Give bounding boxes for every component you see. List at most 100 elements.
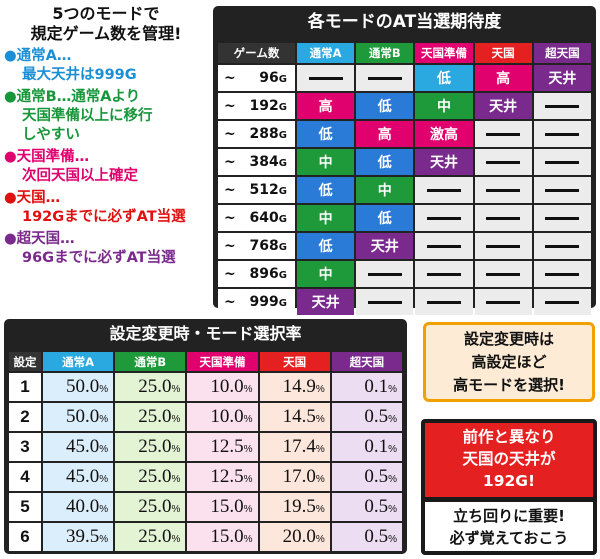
column-header: 天国準備	[415, 43, 473, 63]
game-count-cell: ~288G	[218, 121, 295, 147]
empty-cell	[415, 261, 473, 287]
game-prefix: ~	[224, 210, 236, 226]
settings-note-callout: 設定変更時は 高設定ほど 高モードを選択!	[423, 322, 595, 402]
percent-unit: %	[99, 474, 109, 485]
percent-unit: %	[99, 534, 109, 545]
empty-cell	[533, 289, 591, 315]
percent-unit: %	[388, 504, 397, 515]
empty-cell	[356, 289, 414, 315]
column-header: 天国準備	[187, 352, 258, 371]
percent-unit: %	[99, 414, 109, 425]
note-line: 96Gまでに必ずAT当選	[22, 250, 176, 266]
table-row: ~896G 中	[218, 261, 591, 287]
rate-value: 45.0	[66, 466, 100, 487]
empty-cell	[356, 65, 414, 91]
game-count: 288	[249, 126, 279, 142]
setting-number: 1	[9, 373, 41, 401]
empty-cell	[533, 205, 591, 231]
rate-cell: 10.0%	[187, 403, 258, 431]
prev-note-line-1: 前作と異なり	[462, 428, 556, 446]
rate-value: 10.0	[210, 376, 244, 397]
rate-value: 0.1	[364, 376, 389, 397]
percent-unit: %	[388, 444, 397, 455]
note-title: ●天国…	[4, 190, 61, 206]
rate-cell: 25.0%	[115, 463, 186, 491]
rate-cell: 12.5%	[187, 463, 258, 491]
rate-value: 40.0	[66, 496, 100, 517]
expectation-cell: 中	[297, 205, 355, 231]
percent-unit: %	[388, 534, 397, 545]
game-unit: G	[278, 102, 287, 113]
rate-cell: 0.5%	[331, 403, 402, 431]
dash-mark	[486, 188, 521, 192]
percent-unit: %	[315, 444, 325, 455]
percent-unit: %	[243, 414, 253, 425]
prev-note-box: 前作と異なり 天国の天井が 192G!	[425, 423, 593, 497]
percent-unit: %	[388, 474, 397, 485]
expectation-cell: 低	[356, 93, 414, 119]
rate-value: 25.0	[138, 376, 172, 397]
setting-number: 4	[9, 463, 41, 491]
expectation-cell: 天井	[474, 93, 532, 119]
prev-note-line-2: 天国の天井が	[462, 450, 556, 468]
table-row: ~384G 中低天井	[218, 149, 591, 175]
game-count: 999	[249, 294, 279, 310]
game-unit: G	[278, 270, 287, 281]
at-table-body: ~96G 低高天井 ~192G 高低中天井 ~288G 低高激高 ~384G 中低天井 ~512…	[218, 65, 591, 315]
rate-value: 10.0	[210, 406, 244, 427]
dash-mark	[545, 216, 580, 220]
expectation-cell: 中	[297, 261, 355, 287]
column-header: 超天国	[533, 43, 591, 63]
at-table-title: 各モードのAT当選期待度	[307, 12, 502, 32]
rate-cell: 39.5%	[43, 523, 114, 551]
empty-cell	[533, 261, 591, 287]
empty-cell	[474, 289, 532, 315]
dash-mark	[545, 300, 580, 304]
rate-value: 0.5	[364, 466, 389, 487]
rate-value: 15.0	[210, 496, 244, 517]
expectation-cell: 中	[356, 177, 414, 203]
setting-number: 5	[9, 493, 41, 521]
rate-value: 17.4	[282, 436, 316, 457]
expectation-cell: 低	[297, 121, 355, 147]
rate-cell: 15.0%	[187, 493, 258, 521]
rate-cell: 0.1%	[331, 373, 402, 401]
rate-value: 25.0	[138, 466, 172, 487]
table-row: ~768G 低天井	[218, 233, 591, 259]
game-prefix: ~	[224, 70, 236, 86]
rate-value: 25.0	[138, 406, 172, 427]
note-title: ●超天国…	[4, 231, 75, 247]
rate-cell: 0.5%	[331, 523, 402, 551]
dash-mark	[367, 300, 402, 304]
dash-mark	[426, 188, 461, 192]
table-row: ~192G 高低中天井	[218, 93, 591, 119]
dash-mark	[486, 216, 521, 220]
empty-cell	[474, 149, 532, 175]
rate-value: 19.5	[282, 496, 316, 517]
dash-mark	[486, 244, 521, 248]
column-header: 通常B	[356, 43, 414, 63]
percent-unit: %	[243, 534, 253, 545]
note-title: ●通常B…通常Aより	[4, 89, 141, 105]
empty-cell	[415, 289, 473, 315]
rate-cell: 45.0%	[43, 433, 114, 461]
rate-cell: 25.0%	[115, 403, 186, 431]
percent-unit: %	[99, 444, 109, 455]
empty-cell	[533, 121, 591, 147]
rate-value: 0.5	[364, 496, 389, 517]
game-prefix: ~	[224, 266, 236, 282]
table-row: ~999G 天井	[218, 289, 591, 315]
settings-note-line-2: 高設定ほど	[471, 353, 547, 371]
note-line: しやすい	[22, 127, 80, 143]
game-unit: G	[278, 158, 287, 169]
game-count-cell: ~96G	[218, 65, 295, 91]
game-count: 768	[249, 238, 279, 254]
dash-mark	[545, 104, 580, 108]
game-count-cell: ~999G	[218, 289, 295, 315]
note-item: ●天国… 192Gまでに必ずAT当選	[4, 189, 208, 227]
rate-value: 25.0	[138, 436, 172, 457]
note-line: 192Gまでに必ずAT当選	[22, 209, 186, 225]
empty-cell	[297, 65, 355, 91]
note-line: 最大天井は999G	[22, 67, 137, 83]
percent-unit: %	[99, 384, 109, 395]
